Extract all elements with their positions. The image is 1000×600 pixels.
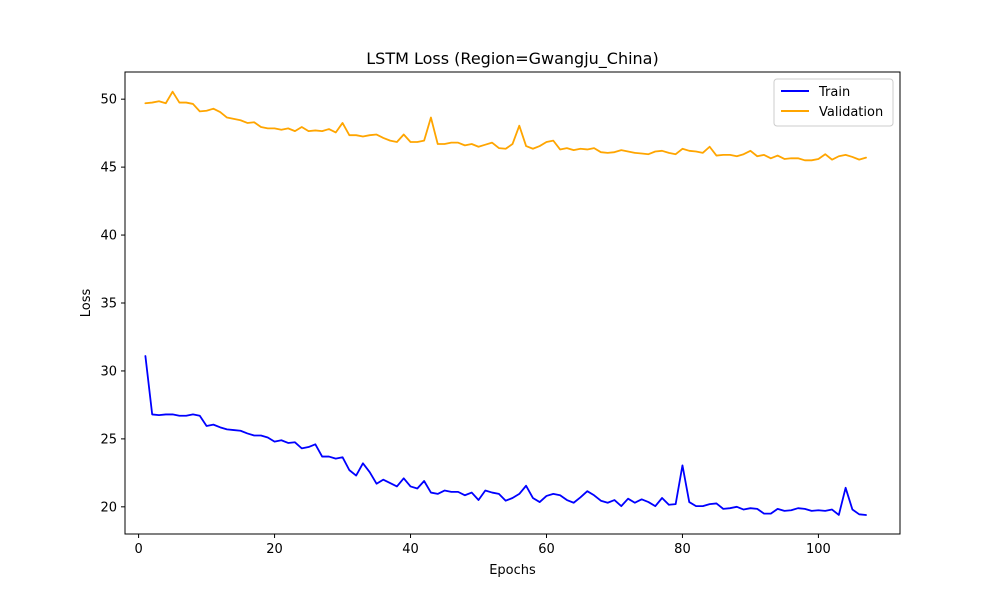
chart-title: LSTM Loss (Region=Gwangju_China): [366, 49, 658, 69]
x-tick-label: 20: [266, 542, 283, 557]
legend-label-validation: Validation: [819, 105, 883, 120]
x-tick-label: 80: [674, 542, 691, 557]
x-tick-label: 0: [134, 542, 142, 557]
y-tick-label: 45: [100, 161, 117, 176]
y-tick-label: 30: [100, 364, 117, 379]
x-tick-label: 100: [806, 542, 831, 557]
x-tick-label: 60: [538, 542, 555, 557]
series-layer: [144, 90, 867, 516]
legend-label-train: Train: [818, 85, 850, 100]
y-axis-ticks: 20 25 30 35 40 45 50: [100, 93, 125, 515]
x-axis-ticks: 0 20 40 60 80 100: [134, 534, 831, 557]
plot-area: [125, 72, 900, 534]
plot-frame: [124, 71, 901, 535]
y-tick-label: 35: [100, 297, 117, 312]
y-tick-label: 20: [100, 500, 117, 515]
series-line-train: [144, 355, 867, 516]
x-tick-label: 40: [402, 542, 419, 557]
y-axis-label: Loss: [79, 289, 94, 318]
legend: Train Validation: [773, 78, 894, 127]
series-line-validation: [144, 90, 867, 162]
y-tick-label: 40: [100, 229, 117, 244]
x-axis-label: Epochs: [489, 563, 536, 578]
y-tick-label: 50: [100, 93, 117, 108]
y-tick-label: 25: [100, 432, 117, 447]
